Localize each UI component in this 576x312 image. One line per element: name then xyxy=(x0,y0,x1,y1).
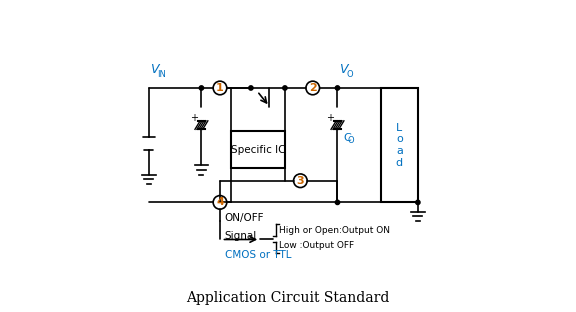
Text: Specific IC: Specific IC xyxy=(230,145,285,155)
Circle shape xyxy=(283,86,287,90)
Text: High or Open:Output ON: High or Open:Output ON xyxy=(279,226,390,235)
Bar xyxy=(381,88,418,202)
Text: CMOS or TTL: CMOS or TTL xyxy=(225,250,291,260)
Text: L
o
a
d: L o a d xyxy=(396,123,403,168)
Circle shape xyxy=(199,86,203,90)
Text: V: V xyxy=(150,63,159,76)
Circle shape xyxy=(416,200,420,205)
Circle shape xyxy=(335,200,340,205)
Text: +: + xyxy=(191,113,199,123)
Text: ON/OFF: ON/OFF xyxy=(225,213,264,223)
Circle shape xyxy=(249,86,253,90)
Text: C: C xyxy=(343,133,351,143)
Text: 1: 1 xyxy=(216,83,224,93)
Text: O: O xyxy=(346,70,353,79)
Text: Low :Output OFF: Low :Output OFF xyxy=(279,241,354,250)
Text: IN: IN xyxy=(157,70,166,79)
Text: 3: 3 xyxy=(297,176,304,186)
Bar xyxy=(231,131,285,168)
Circle shape xyxy=(335,86,340,90)
Text: 2: 2 xyxy=(309,83,317,93)
Text: V: V xyxy=(339,63,347,76)
Text: Signal: Signal xyxy=(225,232,257,241)
Text: +: + xyxy=(326,113,334,123)
Text: Application Circuit Standard: Application Circuit Standard xyxy=(186,291,390,305)
Text: O: O xyxy=(347,136,354,145)
Text: 4: 4 xyxy=(216,197,224,207)
